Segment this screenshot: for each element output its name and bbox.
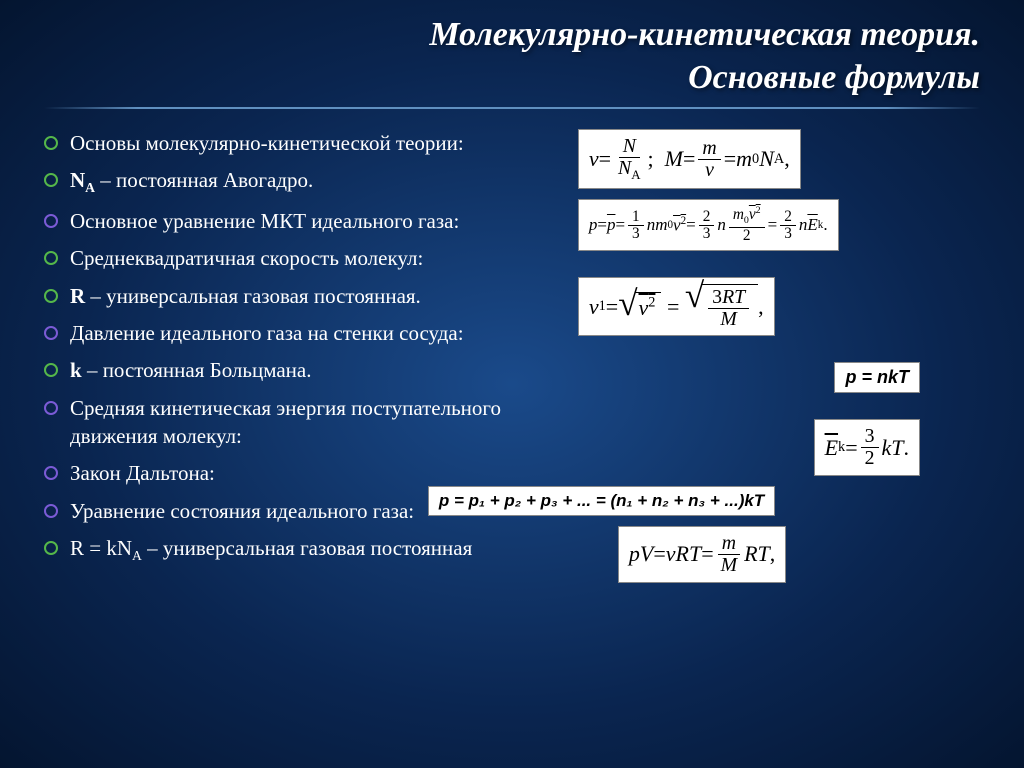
formula-column: ν = NNA; M = mν = m0NA, p = p = 13nm0v2 …	[578, 129, 980, 583]
bullet-item: Средняя кинетическая энергия поступатель…	[44, 394, 558, 451]
formula-basic-quantities: ν = NNA; M = mν = m0NA,	[578, 129, 801, 189]
formula-avg-kinetic-energy: Ek = 32kT.	[814, 419, 920, 476]
bullet-marker-icon	[44, 401, 58, 415]
bullet-marker-icon	[44, 541, 58, 555]
bullet-text: Среднеквадратичная скорость молекул:	[70, 244, 558, 272]
bullet-marker-icon	[44, 504, 58, 518]
bullet-marker-icon	[44, 289, 58, 303]
bullet-item: Закон Дальтона:	[44, 459, 558, 487]
bullet-item: R – универсальная газовая постоянная.	[44, 282, 558, 310]
slide-title: Молекулярно-кинетическая теория. Основны…	[44, 14, 980, 99]
bullet-item: k – постоянная Больцмана.	[44, 356, 558, 384]
bullet-item: Основы молекулярно-кинетической теории:	[44, 129, 558, 157]
bullet-text: Основы молекулярно-кинетической теории:	[70, 129, 558, 157]
bullet-marker-icon	[44, 173, 58, 187]
bullet-text: Закон Дальтона:	[70, 459, 558, 487]
bullet-item: Давление идеального газа на стенки сосуд…	[44, 319, 558, 347]
bullet-marker-icon	[44, 251, 58, 265]
content-row: Основы молекулярно-кинетической теории: N…	[44, 129, 980, 583]
formula-rms-velocity: v1 = √v2 = √ 3RTM ,	[578, 277, 775, 337]
title-divider	[44, 107, 980, 109]
bullet-marker-icon	[44, 214, 58, 228]
slide-container: Молекулярно-кинетическая теория. Основны…	[0, 0, 1024, 768]
bullet-text: Основное уравнение МКТ идеального газа:	[70, 207, 558, 235]
bullet-text: R = kNA – универсальная газовая постоянн…	[70, 534, 558, 566]
title-line-1: Молекулярно-кинетическая теория.	[429, 16, 980, 53]
bullet-text: R – универсальная газовая постоянная.	[70, 282, 558, 310]
bullet-item: Основное уравнение МКТ идеального газа:	[44, 207, 558, 235]
bullet-item: Среднеквадратичная скорость молекул:	[44, 244, 558, 272]
bullet-item: R = kNA – универсальная газовая постоянн…	[44, 534, 558, 566]
bullet-item: NA – постоянная Авогадро.	[44, 166, 558, 198]
bullet-marker-icon	[44, 363, 58, 377]
bullet-text: Средняя кинетическая энергия поступатель…	[70, 394, 558, 451]
formula-pressure-nkT: p = nkT	[834, 362, 920, 393]
bullet-text: NA – постоянная Авогадро.	[70, 166, 558, 198]
bullet-marker-icon	[44, 136, 58, 150]
title-line-2: Основные формулы	[688, 59, 980, 96]
bullet-marker-icon	[44, 466, 58, 480]
formula-mkt-main-equation: p = p = 13nm0v2 = 23n m0v22 = 23nEk.	[578, 199, 839, 251]
formula-ideal-gas-state: pV = νRT = mMRT,	[618, 526, 786, 583]
formula-dalton-law: p = p₁ + p₂ + p₃ + ... = (n₁ + n₂ + n₃ +…	[428, 486, 775, 516]
bullet-marker-icon	[44, 326, 58, 340]
bullet-text: k – постоянная Больцмана.	[70, 356, 558, 384]
bullet-text: Давление идеального газа на стенки сосуд…	[70, 319, 558, 347]
